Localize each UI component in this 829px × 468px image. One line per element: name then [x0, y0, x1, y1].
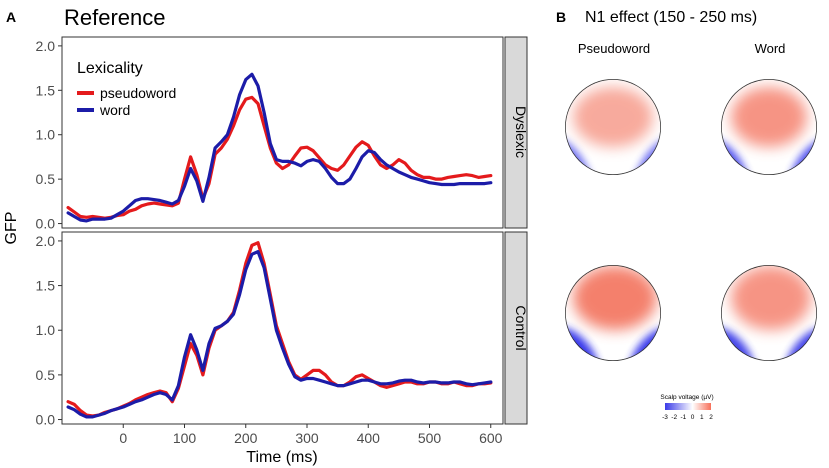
- colorbar-tick-label: -2: [671, 414, 677, 421]
- facet-control-y-ticks: 0.0 0.5 1.0 1.5 2.0: [36, 233, 62, 428]
- facet-control-strip: [504, 231, 528, 425]
- colorbar-ticks: -3 -2 -1 0 1 2: [662, 414, 713, 421]
- x-tick-label: 400: [357, 430, 381, 446]
- colorbar-label: Scalp voltage (µV): [660, 394, 713, 401]
- facet-dyslexic-lines: [66, 72, 493, 223]
- column-label-pseudoword: Pseudoword: [578, 41, 650, 56]
- y-tick-label: 2.0: [36, 38, 56, 54]
- colorbar-tick-label: -3: [662, 414, 668, 421]
- colorbar-gradient: [665, 403, 711, 410]
- y-tick-label: 0.5: [36, 367, 56, 383]
- legend: Lexicality pseudoword word: [77, 60, 176, 118]
- facet-dyslexic: Dyslexic 0.0 0.5 1.0 1.5 2.0: [36, 36, 529, 232]
- colorbar: Scalp voltage (µV) -3 -2 -1 0 1 2: [660, 394, 713, 421]
- y-tick-label: 1.5: [36, 278, 56, 294]
- y-tick-label: 1.0: [36, 322, 56, 338]
- panel-a-letter: A: [6, 9, 16, 25]
- panel-b-letter: B: [556, 9, 566, 25]
- x-tick-label: 200: [234, 430, 258, 446]
- x-tick-label: 100: [173, 430, 197, 446]
- legend-label-pseudoword: pseudoword: [100, 85, 176, 101]
- legend-title: Lexicality: [77, 60, 143, 77]
- legend-label-word: word: [99, 102, 130, 118]
- column-label-word: Word: [755, 41, 786, 56]
- x-axis-ticks: 0 100 200 300 400 500 600: [119, 424, 503, 446]
- y-tick-label: 2.0: [36, 233, 56, 249]
- panel-b-title: N1 effect (150 - 250 ms): [585, 9, 757, 26]
- facet-dyslexic-label: Dyslexic: [513, 106, 529, 158]
- facet-dyslexic-strip: [504, 36, 528, 229]
- chart-title: Reference: [64, 5, 166, 30]
- y-tick-label: 1.5: [36, 82, 56, 98]
- topomap-dyslexic-pseudoword: [565, 79, 661, 175]
- x-tick-label: 300: [295, 430, 319, 446]
- facet-control-lines: [66, 241, 493, 419]
- series-line-word: [66, 72, 493, 223]
- topomap-control-pseudoword: [565, 265, 661, 361]
- colorbar-tick-label: 1: [700, 414, 704, 421]
- x-axis-label: Time (ms): [246, 449, 317, 466]
- series-line-word: [66, 250, 493, 419]
- colorbar-tick-label: 2: [709, 414, 713, 421]
- facet-control: Control 0.0 0.5 1.0 1.5 2.0: [36, 231, 529, 428]
- x-tick-label: 500: [418, 430, 442, 446]
- y-tick-label: 1.0: [36, 127, 56, 143]
- colorbar-tick-label: -1: [681, 414, 687, 421]
- colorbar-tick-label: 0: [691, 414, 695, 421]
- y-tick-label: 0.0: [36, 216, 56, 232]
- series-line-pseudoword: [66, 95, 493, 220]
- facet-dyslexic-frame: [61, 36, 504, 229]
- y-tick-label: 0.0: [36, 412, 56, 428]
- facet-control-label: Control: [513, 305, 529, 350]
- topomap-control-word: [721, 265, 817, 361]
- x-tick-label: 0: [119, 430, 127, 446]
- y-axis-label: GFP: [3, 212, 20, 245]
- x-tick-label: 600: [479, 430, 503, 446]
- y-tick-label: 0.5: [36, 171, 56, 187]
- topomap-dyslexic-word: [721, 79, 817, 175]
- facet-dyslexic-y-ticks: 0.0 0.5 1.0 1.5 2.0: [36, 38, 62, 232]
- facet-control-frame: [61, 231, 504, 425]
